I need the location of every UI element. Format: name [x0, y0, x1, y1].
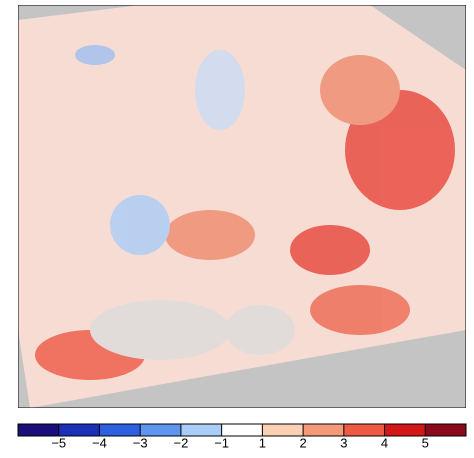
- colorbar-segment: [425, 424, 467, 436]
- anomaly-blobs: [35, 45, 455, 380]
- colorbar-segment: [262, 424, 304, 436]
- outside: [30, 330, 466, 408]
- colorbar-segment: [58, 424, 100, 436]
- colorbar-tick-label: 1: [259, 435, 266, 450]
- colorbar-segment: [221, 424, 263, 436]
- colorbar-tick-label: −4: [92, 435, 107, 450]
- colorbar-segment: [303, 424, 345, 436]
- colorbar-tick-label: 2: [299, 435, 306, 450]
- map: [18, 5, 466, 408]
- colorbar-tick-label: −5: [51, 435, 66, 450]
- colorbar-segment: [99, 424, 141, 436]
- colorbar-segment: [18, 424, 60, 436]
- colorbar: −5 −4 −3 −2 −1 1 2 3 4 5: [17, 423, 467, 450]
- colorbar-segment: [343, 424, 386, 436]
- colorbar-frame: [17, 423, 467, 437]
- colorbar-tick-label: 4: [381, 435, 388, 450]
- colorbar-segment: [384, 424, 426, 436]
- colorbar-tick-label: −2: [173, 435, 188, 450]
- colorbar-tick-label: −3: [133, 435, 148, 450]
- colorbar-segment: [180, 424, 223, 436]
- colorbar-tick-label: −1: [214, 435, 229, 450]
- colorbar-tick-label: 3: [340, 435, 347, 450]
- colorbar-tick-label: 5: [422, 435, 429, 450]
- colorbar-segment: [140, 424, 182, 436]
